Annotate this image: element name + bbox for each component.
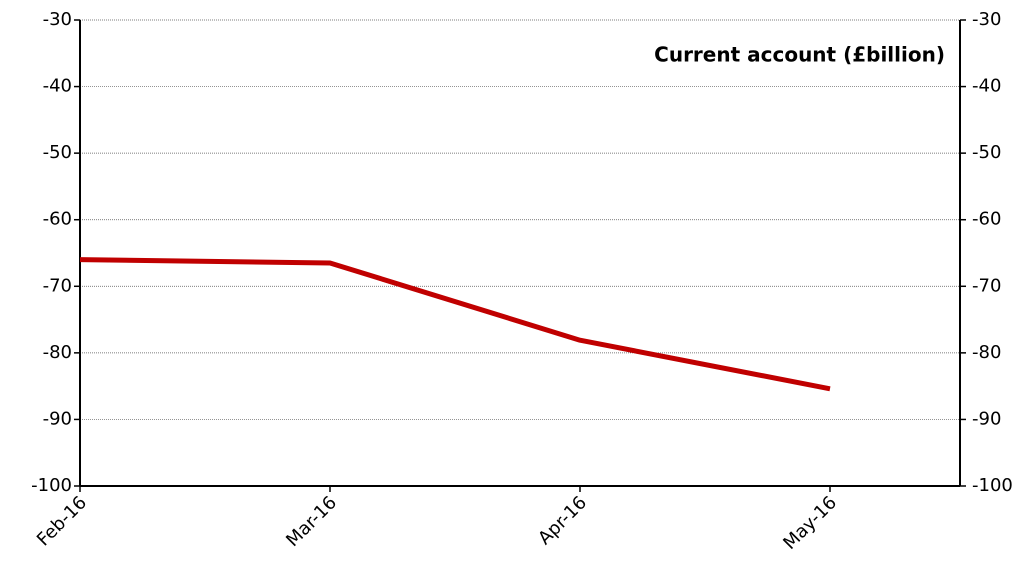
y-tick-label: -30 [43,9,72,30]
y-tick-label: -80 [43,342,72,363]
y-tick-label: -70 [43,275,72,296]
y-tick-label: -90 [43,408,72,429]
x-tick-label: Mar-16 [282,492,341,551]
y2-tick-label: -60 [972,209,1001,230]
y2-tick-label: -50 [972,142,1001,163]
y2-tick-label: -30 [972,9,1001,30]
x-tick-label: May-16 [779,492,841,554]
x-tick-label: Feb-16 [33,492,91,550]
y2-tick-label: -90 [972,408,1001,429]
y2-tick-label: -40 [972,76,1001,97]
y2-tick-label: -100 [972,475,1013,496]
y2-tick-label: -70 [972,275,1001,296]
series-line [79,257,831,392]
x-tick-label: Apr-16 [534,492,591,549]
y-tick-label: -50 [43,142,72,163]
chart-title: Current account (£billion) [654,43,945,67]
y-tick-label: -40 [43,76,72,97]
y2-tick-label: -80 [972,342,1001,363]
y-tick-label: -60 [43,209,72,230]
y-tick-label: -100 [31,475,72,496]
